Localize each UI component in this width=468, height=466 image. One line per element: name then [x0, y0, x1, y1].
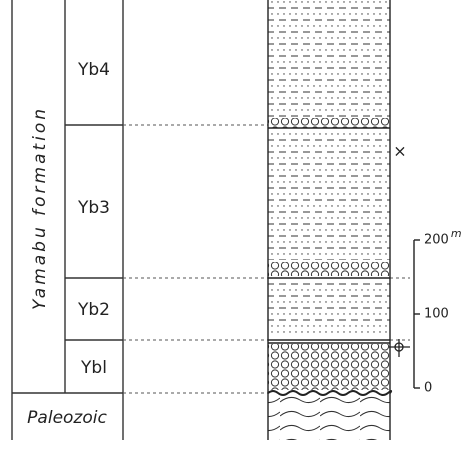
- scale-unit: m: [451, 227, 462, 240]
- unit-label: Yb3: [77, 198, 110, 218]
- scale-label: 100: [424, 307, 449, 322]
- basement-label: Paleozoic: [27, 408, 107, 428]
- column: ×: [268, 0, 410, 440]
- unit-label: Yb4: [77, 60, 110, 80]
- scale-label: 0: [424, 381, 432, 396]
- scale-label: 200: [424, 233, 449, 248]
- unit-label: Ybl: [80, 358, 107, 378]
- unit-label: Yb2: [77, 300, 110, 320]
- formation-label: Yamabu formation: [30, 106, 50, 310]
- svg-text:×: ×: [393, 142, 406, 161]
- stratigraphic-column: Yamabu formation Yb4 Yb3 Yb2 Ybl Paleozo…: [0, 0, 468, 466]
